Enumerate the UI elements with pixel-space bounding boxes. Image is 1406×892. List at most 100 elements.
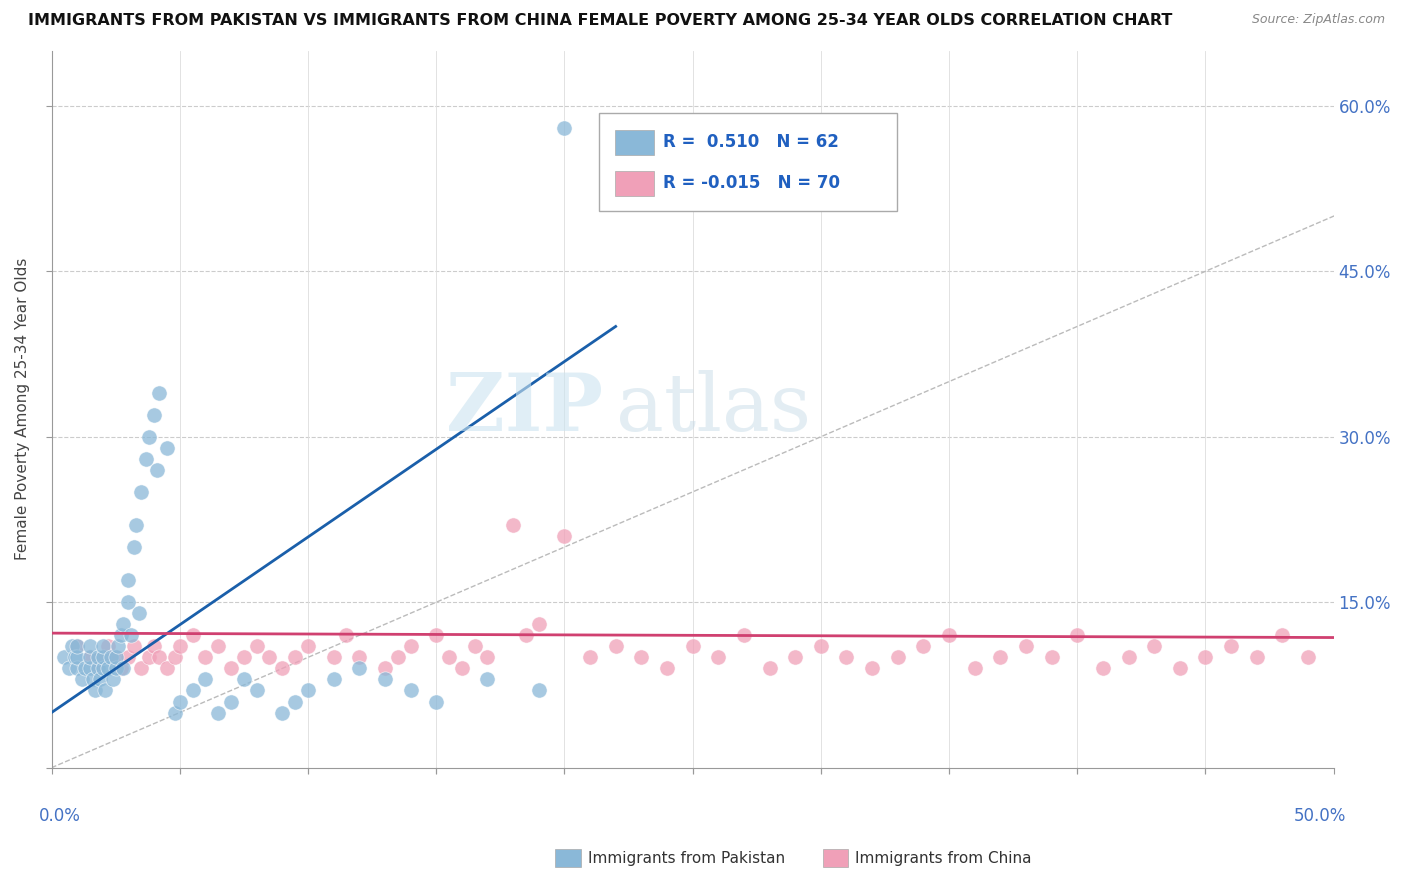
Text: 50.0%: 50.0%: [1294, 807, 1347, 825]
Point: [963, 661, 986, 675]
Point: [886, 650, 908, 665]
Point: [129, 661, 152, 675]
Point: [655, 661, 678, 675]
Point: [91, 640, 114, 654]
Point: [297, 683, 319, 698]
Point: [117, 650, 139, 665]
Point: [129, 484, 152, 499]
Point: [297, 640, 319, 654]
Point: [1168, 661, 1191, 675]
Point: [143, 408, 166, 422]
Point: [758, 661, 780, 675]
Point: [110, 661, 132, 675]
Point: [156, 661, 179, 675]
Point: [374, 661, 396, 675]
Point: [322, 650, 344, 665]
Point: [101, 673, 124, 687]
Point: [194, 650, 217, 665]
Point: [425, 628, 447, 642]
Point: [122, 640, 145, 654]
Point: [148, 385, 170, 400]
Point: [630, 650, 652, 665]
Point: [733, 628, 755, 642]
Point: [94, 683, 117, 698]
Point: [110, 628, 132, 642]
Point: [143, 640, 166, 654]
Text: Source: ZipAtlas.com: Source: ZipAtlas.com: [1251, 13, 1385, 27]
Point: [810, 640, 832, 654]
Point: [207, 640, 229, 654]
Point: [938, 628, 960, 642]
Point: [104, 650, 127, 665]
Point: [477, 673, 499, 687]
Point: [138, 430, 160, 444]
Point: [553, 120, 575, 135]
Point: [91, 650, 114, 665]
Point: [527, 617, 550, 632]
Point: [169, 640, 191, 654]
Point: [72, 673, 94, 687]
Text: Immigrants from Pakistan: Immigrants from Pakistan: [588, 851, 785, 865]
Point: [219, 661, 242, 675]
Point: [259, 650, 281, 665]
Point: [63, 650, 86, 665]
Point: [112, 617, 135, 632]
Point: [1143, 640, 1166, 654]
Point: [86, 661, 108, 675]
Point: [232, 650, 254, 665]
Point: [84, 683, 107, 698]
Point: [60, 640, 83, 654]
Point: [128, 607, 150, 621]
Point: [122, 540, 145, 554]
Point: [138, 650, 160, 665]
Point: [464, 640, 486, 654]
Point: [322, 673, 344, 687]
Point: [988, 650, 1011, 665]
Point: [246, 683, 269, 698]
Point: [246, 640, 269, 654]
Point: [271, 706, 294, 720]
Point: [120, 628, 142, 642]
Point: [349, 650, 371, 665]
Text: R = -0.015   N = 70: R = -0.015 N = 70: [662, 175, 839, 193]
Point: [79, 640, 101, 654]
Point: [58, 661, 80, 675]
Point: [374, 673, 396, 687]
Point: [82, 673, 104, 687]
Point: [437, 650, 460, 665]
Point: [835, 650, 858, 665]
Point: [335, 628, 357, 642]
Point: [97, 661, 120, 675]
Point: [219, 694, 242, 708]
Point: [86, 650, 108, 665]
Point: [1246, 650, 1268, 665]
Point: [349, 661, 371, 675]
Point: [912, 640, 935, 654]
Text: atlas: atlas: [616, 370, 811, 448]
Point: [91, 650, 114, 665]
Point: [100, 650, 122, 665]
Point: [477, 650, 499, 665]
Point: [107, 640, 129, 654]
Point: [112, 661, 135, 675]
Point: [104, 650, 127, 665]
Point: [450, 661, 472, 675]
Point: [553, 529, 575, 543]
Text: IMMIGRANTS FROM PAKISTAN VS IMMIGRANTS FROM CHINA FEMALE POVERTY AMONG 25-34 YEA: IMMIGRANTS FROM PAKISTAN VS IMMIGRANTS F…: [28, 13, 1173, 29]
Text: 0.0%: 0.0%: [39, 807, 80, 825]
Text: Immigrants from China: Immigrants from China: [855, 851, 1032, 865]
Point: [1091, 661, 1114, 675]
Point: [66, 640, 89, 654]
Point: [707, 650, 730, 665]
Point: [1271, 628, 1294, 642]
Point: [163, 706, 186, 720]
Point: [97, 640, 120, 654]
Point: [66, 661, 89, 675]
Point: [73, 661, 96, 675]
Point: [104, 661, 127, 675]
Point: [425, 694, 447, 708]
Point: [148, 650, 170, 665]
Point: [181, 683, 204, 698]
Point: [1118, 650, 1140, 665]
Point: [145, 463, 167, 477]
